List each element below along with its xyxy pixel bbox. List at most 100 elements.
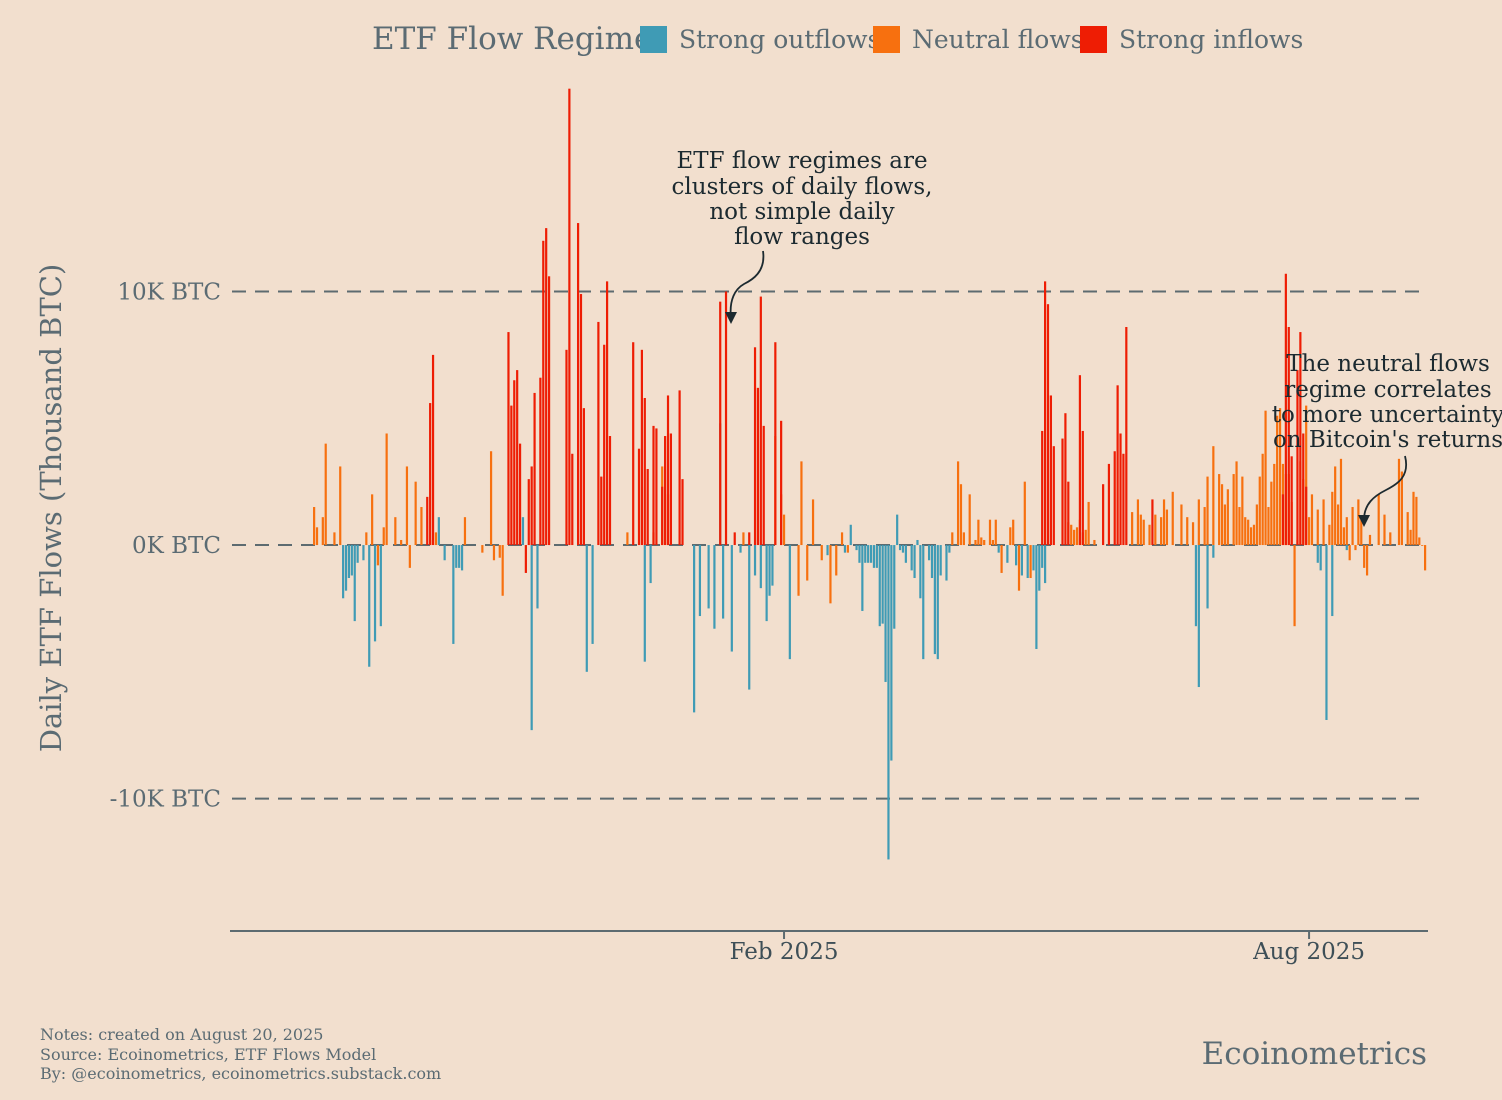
flow-bar-out (855, 545, 858, 551)
annotation-neutral-flows-line-4: on Bitcoin's returns (1273, 427, 1502, 453)
flow-bar-neu (501, 545, 504, 596)
flow-bar-out (1194, 545, 1198, 627)
annotation-flow-regimes-arrowhead (725, 312, 737, 324)
flow-bar-in (1119, 433, 1122, 546)
flow-bar-out (913, 545, 916, 579)
flow-bar-neu (321, 517, 324, 546)
flow-bar-in (576, 223, 580, 546)
flow-bar-in (1102, 484, 1105, 546)
flow-bar-out (759, 545, 762, 589)
flow-bar-neu (797, 545, 800, 596)
flow-bar-neu (1342, 527, 1345, 546)
flow-bar-in (1299, 332, 1302, 546)
flow-bar-in (1284, 273, 1287, 546)
flow-bar-out (861, 545, 864, 611)
flow-bar-out (893, 545, 896, 629)
flow-bar-neu (324, 443, 327, 546)
flow-bars (313, 88, 1427, 860)
flow-bar-in (547, 276, 551, 546)
flow-bar-neu (1131, 512, 1134, 546)
flow-bar-in (539, 377, 542, 546)
flow-bar-neu (420, 507, 423, 546)
flow-bar-neu (1000, 545, 1003, 573)
flow-bar-in (1049, 395, 1053, 546)
y-tick-labels: 10K BTC 0K BTC -10K BTC (110, 280, 221, 813)
flow-bar-neu (1331, 491, 1334, 546)
flow-bar-out (881, 545, 884, 624)
flow-bar-out (1006, 545, 1009, 563)
annotation-neutral-flows: The neutral flows regime correlates to m… (1272, 351, 1502, 527)
flow-bar-out (922, 545, 925, 660)
flow-bar-neu (1409, 529, 1412, 546)
flow-bar-out (585, 545, 588, 672)
flow-bar-out (1325, 545, 1328, 720)
flow-bar-out (649, 545, 652, 584)
flow-bar-neu (977, 519, 980, 546)
footer-created-note: Notes: created on August 20, 2025 (40, 1025, 324, 1044)
flow-bar-neu (1232, 474, 1235, 546)
flow-bar-neu (956, 461, 960, 546)
flow-bar-out (693, 545, 696, 713)
flow-bar-out (707, 545, 710, 609)
legend-swatch-neutral-flows (873, 26, 900, 53)
gridlines (232, 290, 1428, 800)
flow-bar-out (458, 545, 461, 568)
flow-bar-in (510, 405, 513, 546)
flow-bar-out (443, 545, 446, 561)
flow-bar-neu (1084, 529, 1087, 546)
flow-bar-out (997, 545, 1000, 553)
flow-bar-out (771, 545, 774, 586)
flow-bar-out (884, 545, 887, 682)
flow-bar-in (605, 281, 609, 546)
flow-bar-in (431, 354, 435, 546)
flow-bar-out (356, 545, 359, 563)
annotation-neutral-flows-arrow (1363, 455, 1408, 521)
flow-bar-out (373, 545, 377, 642)
flow-bar-in (571, 453, 574, 546)
flow-bar-neu (333, 532, 336, 546)
flow-bar-in (652, 425, 655, 546)
flow-bar-neu (1017, 545, 1021, 591)
flow-bar-neu (382, 527, 385, 546)
flow-bar-neu (408, 545, 411, 568)
flow-bar-neu (1377, 494, 1380, 546)
flow-bar-neu (1093, 539, 1096, 546)
flow-bar-neu (1278, 408, 1282, 546)
flow-bar-neu (1029, 545, 1032, 579)
flow-bar-neu (1220, 484, 1224, 546)
flow-bar-neu (1383, 514, 1386, 546)
flow-bar-in (1052, 446, 1055, 546)
flow-bar-out (872, 545, 876, 568)
flow-bar-out (344, 545, 348, 591)
flow-bar-in (582, 408, 585, 546)
flow-bar-neu (1136, 499, 1140, 546)
flow-bar-neu (1424, 545, 1427, 571)
flow-bar-in (643, 397, 646, 546)
flow-bar-neu (1218, 474, 1221, 546)
flow-bar-out (765, 545, 768, 622)
flow-bar-neu (385, 433, 388, 546)
flow-bar-out (878, 545, 881, 627)
flow-bar-neu (962, 532, 965, 546)
flow-bar-neu (339, 466, 342, 546)
flow-bar-neu (1226, 489, 1229, 546)
flow-bar-out (904, 545, 907, 563)
flow-bar-out (945, 545, 948, 581)
flow-bar-neu (371, 494, 374, 546)
flow-bar-neu (1255, 504, 1258, 546)
flow-bar-out (452, 545, 455, 644)
flow-bar-out (530, 545, 533, 731)
annotation-flow-regimes-line-4: flow ranges (734, 224, 870, 250)
flow-bar-out (1345, 545, 1348, 551)
flow-bar-neu (1165, 509, 1169, 546)
flow-bar-out (858, 545, 861, 563)
flow-bar-neu (1397, 458, 1401, 546)
flow-bar-out (1026, 545, 1029, 579)
y-axis-title: Daily ETF Flows (Thousand BTC) (34, 264, 68, 753)
flow-bar-in (664, 436, 667, 546)
flow-bar-out (698, 545, 702, 617)
flow-bar-in (429, 403, 432, 546)
flow-bar-in (600, 476, 603, 546)
flow-bar-neu (1191, 522, 1195, 546)
